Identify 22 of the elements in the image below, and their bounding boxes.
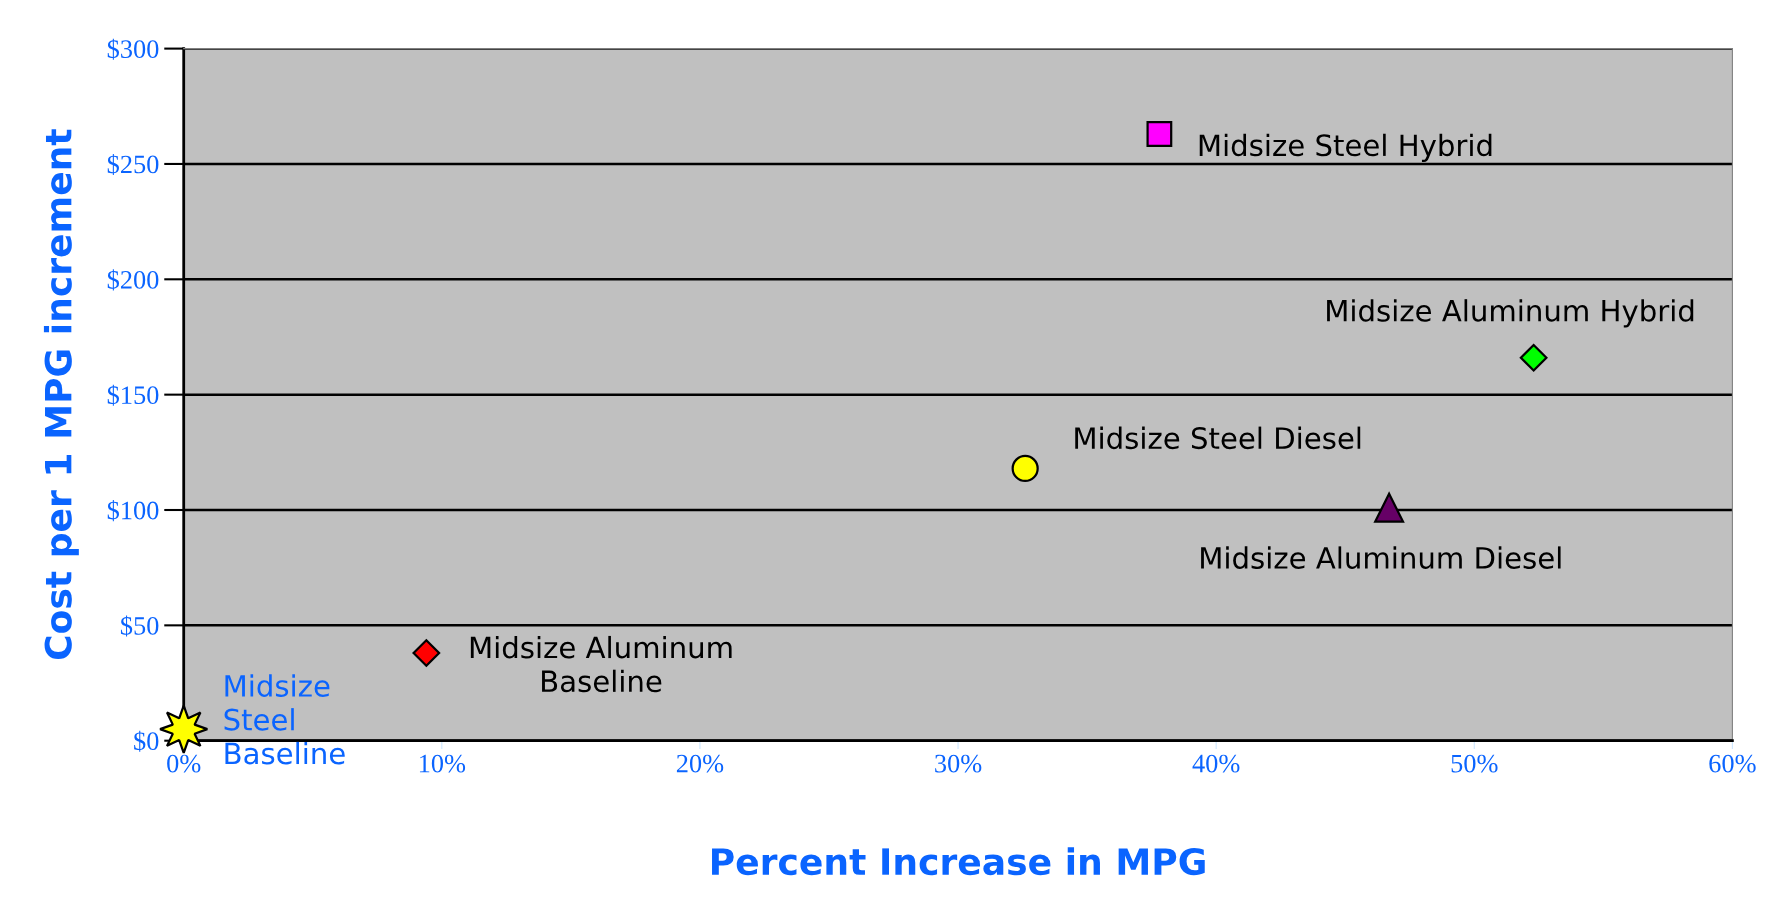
series-label: Midsize Steel Diesel	[1075, 426, 1361, 450]
y-tick-label: $150	[107, 384, 159, 406]
x-tick-label: 30%	[935, 754, 982, 773]
y-tick-label: $300	[107, 38, 159, 60]
series-label: Midsize Aluminum Hybrid	[1327, 299, 1694, 328]
x-tick-label: 10%	[419, 754, 466, 773]
y-tick-label: $250	[107, 154, 159, 176]
x-axis-title: Percent Increase in MPG	[712, 847, 1205, 876]
y-tick-label: $50	[120, 615, 159, 637]
y-axis-title: Cost per 1 MPG increment	[43, 129, 79, 660]
x-tick-label: 50%	[1451, 754, 1498, 773]
series-label: Midsize Aluminum Baseline	[470, 635, 732, 693]
x-tick-label: 60%	[1709, 754, 1756, 773]
y-tick-label: $0	[134, 730, 159, 752]
x-tick-label: 0%	[167, 754, 201, 773]
y-tick-label: $100	[107, 500, 159, 522]
y-tick-label: $200	[107, 269, 159, 291]
series-label: Midsize Steel Hybrid	[1199, 133, 1492, 162]
series-label: Midsize Aluminum Diesel	[1201, 546, 1561, 569]
x-tick-label: 40%	[1192, 754, 1240, 773]
series-label: Midsize Steel Baseline	[224, 674, 345, 765]
x-tick-label: 20%	[676, 754, 724, 773]
